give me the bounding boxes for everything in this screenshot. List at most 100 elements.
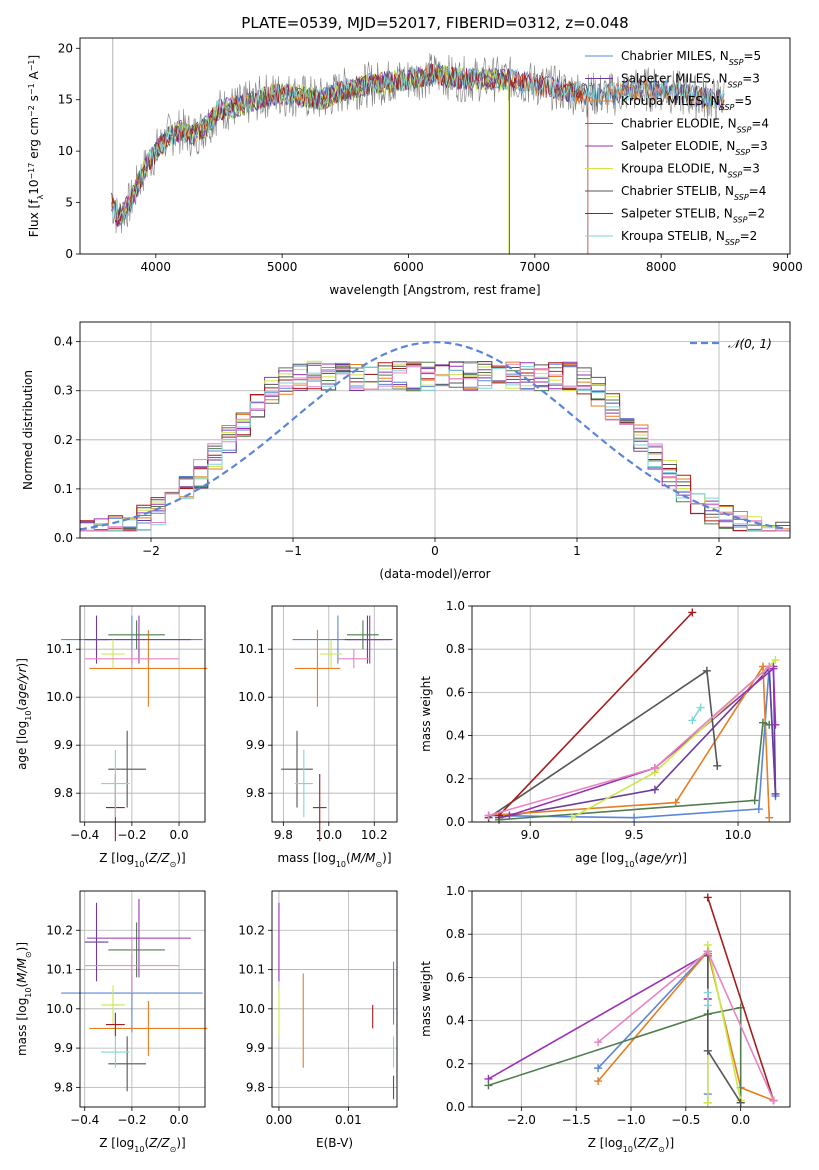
y-tick-label: 0.6	[446, 685, 465, 699]
weight-line	[498, 611, 693, 817]
weight-line	[509, 666, 777, 817]
errorbar-point	[108, 730, 147, 808]
x-tick-label: 0.0	[170, 1113, 189, 1127]
legend-label: Salpeter ELODIE, NSSP=3	[621, 139, 768, 157]
weight-marker	[696, 703, 705, 712]
weight_vs_age-panel: 9.0 9.5 10.0 0.0 0.2 0.4 0.6 0.8 1.0 age [log10(a…	[419, 599, 791, 869]
y-tick-label: 0.1	[54, 482, 73, 496]
weight-marker	[703, 988, 712, 997]
y-tick-label: 0.8	[446, 927, 465, 941]
errorbar-point	[319, 639, 343, 669]
y-tick-label: 0.0	[446, 815, 465, 829]
weight-marker	[630, 813, 639, 822]
residual-histogram	[80, 363, 790, 532]
residuals-panel: −2 −1 0 1 2 0.0 0.1 0.2 0.3 0.4 (data-model)/error…	[21, 321, 791, 581]
weight-marker	[688, 716, 697, 725]
weight-marker	[688, 608, 697, 617]
weight-marker	[650, 764, 659, 772]
legend-label: Salpeter MILES, NSSP=3	[621, 72, 760, 90]
y-tick-label: 10.2	[46, 923, 73, 937]
y-tick-label: 10.1	[46, 642, 73, 656]
x-tick-label: −1	[284, 544, 302, 558]
y-tick-label: 9.9	[246, 738, 265, 752]
y-tick-label: 0.3	[54, 384, 73, 398]
weight-line	[488, 663, 770, 818]
x-tick-label: 0.01	[335, 1113, 362, 1127]
errorbar-point	[87, 898, 191, 978]
errorbar-point	[89, 1000, 208, 1056]
weight-series	[688, 703, 705, 725]
x-tick-label: 6000	[393, 260, 424, 274]
weight-marker	[765, 662, 774, 671]
x-tick-label: 0	[431, 544, 439, 558]
x-tick-label: −2	[142, 544, 160, 558]
weight-series	[484, 662, 774, 820]
y-tick-label: 0.8	[446, 642, 465, 656]
errorbar-point	[347, 620, 379, 650]
weight-series	[594, 947, 778, 1105]
y-tick-label: 0.4	[446, 1014, 465, 1028]
y-tick-label: 10.0	[238, 1002, 265, 1016]
legend-label: Chabrier MILES, NSSP=5	[621, 49, 761, 67]
y-tick-label: 0.2	[446, 1057, 465, 1071]
errorbar-point	[84, 902, 109, 982]
x-tick-label: −1.0	[616, 1113, 645, 1127]
weight-line	[488, 666, 777, 819]
weight-marker	[484, 811, 493, 820]
y-tick-label: 15	[58, 93, 73, 107]
y-axis-label: mass weight	[419, 961, 433, 1037]
y-tick-label: 0.2	[54, 433, 73, 447]
weight-marker	[484, 1081, 493, 1090]
weight-marker	[713, 761, 722, 770]
x-axis-label: mass [log10(M/M⊙)]	[277, 851, 391, 869]
weight-series	[703, 951, 745, 1107]
y-tick-label: 10.0	[46, 1002, 73, 1016]
x-tick-label: 8000	[646, 260, 677, 274]
y-tick-label: 5	[65, 196, 73, 210]
x-tick-label: 7000	[520, 260, 551, 274]
x-axis-label: (data-model)/error	[379, 567, 490, 581]
x-tick-label: 5000	[267, 260, 298, 274]
weight-marker	[771, 656, 780, 664]
y-axis-label: Flux [fλ10−17 erg cm−2 s−1 A−1]	[27, 55, 45, 237]
x-axis-label: E(B-V)	[316, 1136, 353, 1150]
errorbar-point	[294, 630, 341, 707]
y-tick-label: 9.9	[54, 738, 73, 752]
weight-series	[703, 988, 712, 1010]
x-tick-label: 9000	[772, 260, 803, 274]
axes-frame	[471, 890, 791, 1108]
axes-frame	[271, 890, 398, 1108]
gaussian-curve	[80, 341, 788, 531]
weight-line	[488, 665, 770, 817]
y-tick-label: 10.0	[46, 690, 73, 704]
legend-label: Kroupa ELODIE, NSSP=3	[621, 162, 760, 180]
errorbar-point	[281, 730, 313, 808]
errorbar-point	[101, 1036, 130, 1068]
x-tick-label: 9.5	[625, 828, 644, 842]
weight-line	[691, 707, 702, 721]
spectrum-curves	[111, 38, 725, 254]
errorbar-point	[87, 615, 191, 664]
legend-label: Chabrier ELODIE, NSSP=4	[621, 117, 769, 135]
errorbar-point	[84, 938, 180, 994]
errorbar-point	[312, 774, 327, 842]
y-tick-label: 1.0	[446, 884, 465, 898]
y-tick-label: 1.0	[446, 599, 465, 613]
y-tick-label: 0.6	[446, 970, 465, 984]
weight-marker	[750, 796, 759, 805]
x-axis-label: wavelength [Angstrom, rest frame]	[329, 283, 540, 297]
errorbar-point	[108, 922, 165, 978]
y-axis-label: mass weight	[419, 676, 433, 752]
weight-marker	[703, 1001, 712, 1010]
legend-label: Chabrier STELIB, NSSP=4	[621, 184, 766, 202]
weight-line	[597, 949, 709, 1103]
errorbar-point	[105, 1012, 125, 1037]
weight-marker	[567, 813, 576, 822]
weight-series	[495, 662, 780, 822]
errorbar-point	[101, 750, 130, 818]
x-axis-label: Z [log10(Z/Z⊙)]	[588, 1136, 674, 1154]
model-spectrum	[111, 63, 725, 221]
x-tick-label: 0.00	[266, 1113, 293, 1127]
histogram-curves	[80, 341, 790, 532]
